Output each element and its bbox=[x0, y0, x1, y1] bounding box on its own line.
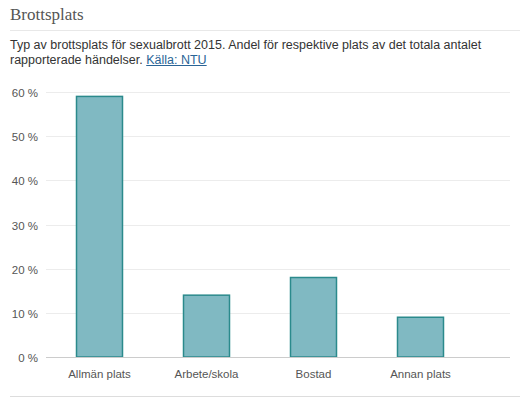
x-axis-line bbox=[46, 357, 510, 358]
grid bbox=[46, 93, 510, 358]
separator bbox=[10, 30, 520, 31]
y-tick-label: 40 % bbox=[12, 175, 38, 187]
bar bbox=[184, 295, 230, 357]
x-tick-label: Arbete/skola bbox=[175, 368, 240, 380]
y-tick-label: 30 % bbox=[12, 220, 38, 232]
y-tick-label: 60 % bbox=[12, 87, 38, 99]
y-tick-label: 50 % bbox=[12, 131, 38, 143]
y-tick-label: 10 % bbox=[12, 308, 38, 320]
grid-line bbox=[46, 92, 510, 93]
title: Brottsplats bbox=[10, 5, 84, 25]
bars bbox=[77, 96, 444, 357]
x-tick-label: Allmän plats bbox=[68, 368, 131, 380]
x-tick-label: Bostad bbox=[296, 368, 332, 380]
subtitle-text: Typ av brottsplats för sexualbrott 2015.… bbox=[10, 38, 481, 67]
y-tick-label: 20 % bbox=[12, 264, 38, 276]
bar bbox=[398, 317, 444, 357]
subtitle: Typ av brottsplats för sexualbrott 2015.… bbox=[10, 38, 522, 68]
bar bbox=[77, 96, 123, 357]
bar bbox=[291, 278, 337, 358]
y-tick-label: 0 % bbox=[18, 352, 38, 364]
x-tick-label: Annan plats bbox=[390, 368, 451, 380]
chart: 0 % 10 % 20 % 30 % 40 % 50 % 60 % Allmän plats A… bbox=[0, 0, 530, 404]
source-link[interactable]: Källa: NTU bbox=[146, 53, 206, 67]
footer-line bbox=[10, 396, 520, 397]
